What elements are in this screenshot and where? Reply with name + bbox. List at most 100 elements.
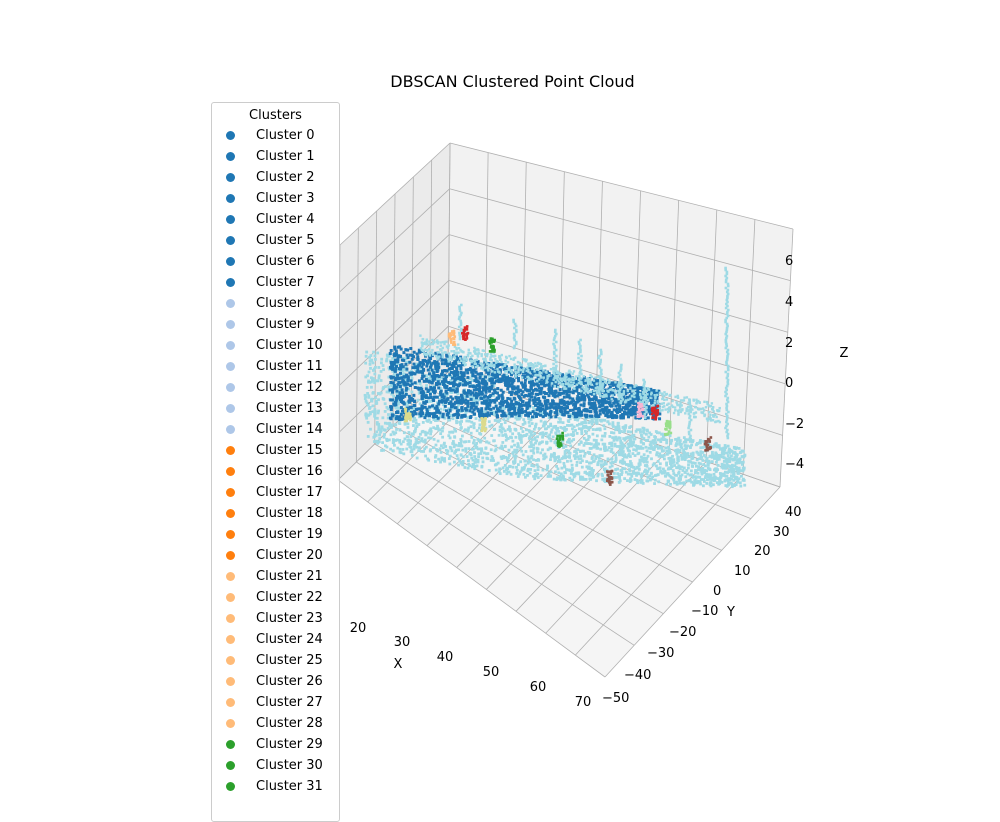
point-ground bbox=[669, 482, 672, 486]
point-main bbox=[612, 381, 616, 385]
point-ground bbox=[432, 446, 435, 450]
point-ground bbox=[547, 373, 551, 377]
point-ground bbox=[624, 424, 628, 428]
point-ground bbox=[677, 478, 681, 482]
point-main bbox=[625, 412, 629, 416]
point-ground bbox=[511, 451, 515, 455]
point-main bbox=[634, 416, 638, 420]
point-ground bbox=[437, 357, 440, 360]
point-main bbox=[596, 414, 600, 418]
point-ground bbox=[582, 478, 585, 481]
point-ground bbox=[417, 423, 421, 426]
point-ground bbox=[388, 424, 392, 428]
point-ground bbox=[603, 427, 607, 431]
point-ground bbox=[580, 389, 583, 393]
point-ground bbox=[508, 428, 512, 431]
point-ground bbox=[449, 378, 453, 382]
point-main bbox=[576, 412, 580, 416]
grid-line bbox=[742, 219, 756, 475]
point-main bbox=[406, 407, 410, 411]
point-main bbox=[634, 392, 638, 396]
point-main bbox=[455, 366, 459, 370]
point-main bbox=[444, 389, 448, 393]
point-ground bbox=[494, 468, 498, 472]
point-ground bbox=[564, 378, 567, 381]
point-main bbox=[648, 398, 652, 402]
point-ground bbox=[434, 454, 438, 457]
point-main bbox=[396, 358, 400, 362]
point-ground bbox=[414, 427, 418, 430]
point-main bbox=[605, 396, 609, 400]
point-ground bbox=[626, 472, 630, 476]
point-main bbox=[466, 371, 470, 375]
point-ground bbox=[571, 383, 574, 387]
point-ground bbox=[604, 381, 608, 384]
point-ground bbox=[605, 448, 609, 452]
point-ground bbox=[521, 430, 525, 433]
point-ground bbox=[642, 427, 646, 430]
point-main bbox=[588, 410, 592, 414]
point-ground bbox=[660, 446, 664, 450]
point-main bbox=[389, 349, 393, 353]
point-ground bbox=[526, 467, 530, 471]
point-main bbox=[619, 416, 623, 420]
point-ground bbox=[738, 481, 742, 485]
point-ground bbox=[630, 474, 634, 478]
point-main bbox=[497, 394, 501, 398]
point-ground bbox=[630, 464, 634, 468]
point-ground bbox=[371, 361, 375, 365]
point-main bbox=[509, 373, 513, 377]
point-ground bbox=[406, 422, 410, 426]
point-main bbox=[422, 374, 426, 378]
point-ground bbox=[367, 370, 371, 374]
point-ground bbox=[554, 439, 558, 443]
point-ground bbox=[545, 427, 548, 431]
point-ground bbox=[366, 435, 370, 438]
point-ground bbox=[377, 366, 381, 369]
point-ground bbox=[584, 438, 588, 442]
point-main bbox=[547, 394, 551, 398]
point-ground bbox=[445, 452, 449, 455]
point-ground bbox=[567, 413, 570, 417]
point-ground bbox=[601, 477, 605, 481]
point-ground bbox=[534, 474, 538, 478]
point-ground bbox=[618, 393, 622, 396]
point-ground bbox=[603, 431, 607, 435]
point-main bbox=[427, 396, 431, 400]
point-ground bbox=[682, 440, 686, 444]
point-main bbox=[514, 401, 518, 405]
point-main bbox=[553, 390, 557, 394]
point-ground bbox=[666, 403, 669, 407]
point-ground bbox=[562, 461, 566, 465]
point-ground bbox=[572, 433, 576, 437]
point-main bbox=[540, 380, 544, 384]
point-ground bbox=[691, 408, 694, 411]
point-ground bbox=[364, 414, 368, 418]
point-main bbox=[506, 403, 510, 407]
point-ground bbox=[513, 443, 516, 447]
point-ground bbox=[561, 377, 564, 380]
point-main bbox=[487, 361, 491, 365]
point-ground bbox=[734, 453, 738, 457]
point-ground bbox=[384, 444, 387, 448]
point-ground bbox=[382, 435, 386, 439]
point-ground bbox=[649, 396, 652, 400]
point-ground bbox=[658, 445, 662, 449]
point-ground bbox=[495, 462, 499, 466]
point-ground bbox=[563, 379, 567, 383]
point-main bbox=[531, 389, 535, 393]
point-ground bbox=[673, 449, 677, 453]
point-main bbox=[409, 372, 413, 376]
point-ground bbox=[563, 465, 567, 469]
point-main bbox=[597, 383, 601, 387]
point-ground bbox=[530, 430, 534, 434]
point-main bbox=[648, 391, 652, 395]
point-main bbox=[430, 380, 434, 384]
point-ground bbox=[601, 378, 605, 381]
point-main bbox=[511, 411, 515, 415]
point-ground bbox=[696, 451, 700, 455]
point-ground bbox=[421, 342, 425, 345]
point-ground bbox=[542, 457, 546, 461]
point-ground bbox=[603, 460, 607, 464]
point-ground bbox=[392, 400, 396, 404]
